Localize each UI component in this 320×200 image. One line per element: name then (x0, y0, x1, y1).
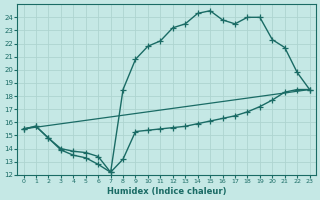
X-axis label: Humidex (Indice chaleur): Humidex (Indice chaleur) (107, 187, 226, 196)
